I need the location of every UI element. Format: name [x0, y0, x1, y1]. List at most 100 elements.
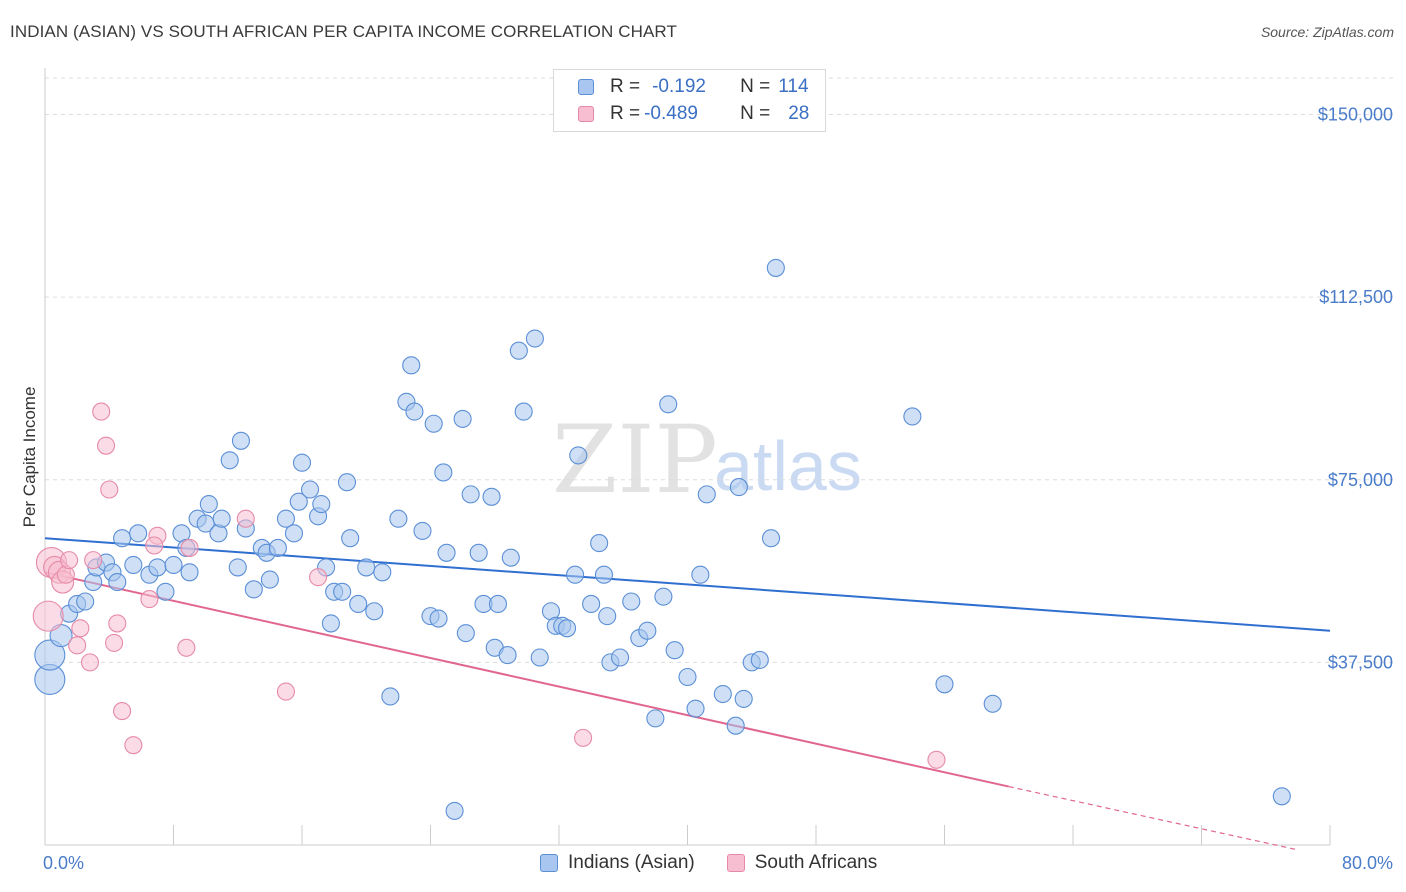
- point-south-africans: [60, 551, 79, 570]
- trend-line-south-africans-extension: [1008, 785, 1299, 851]
- point-indians: [321, 614, 340, 633]
- point-indians: [766, 258, 785, 277]
- point-south-africans: [309, 568, 328, 587]
- point-indians: [590, 534, 609, 553]
- point-indians: [761, 529, 781, 548]
- point-south-africans: [96, 436, 116, 455]
- point-indians: [569, 446, 588, 465]
- point-indians: [582, 594, 601, 613]
- point-indians: [678, 667, 697, 687]
- legend-r-value-indians: -0.192: [652, 76, 706, 97]
- point-indians: [750, 650, 769, 669]
- point-indians: [566, 565, 585, 584]
- point-indians: [292, 453, 312, 472]
- data-points: [32, 258, 1291, 820]
- point-indians: [482, 487, 501, 506]
- point-south-africans: [574, 728, 593, 747]
- series-swatch-indians: [540, 854, 558, 872]
- point-indians: [557, 619, 577, 638]
- series-label-indians: Indians (Asian): [568, 852, 695, 873]
- point-indians: [691, 565, 710, 584]
- y-tick-labels: $37,500 $75,000 $112,500 $150,000: [1318, 105, 1393, 673]
- point-indians: [244, 580, 263, 599]
- point-indians: [488, 594, 508, 613]
- y-axis-label: Per Capita Income: [20, 387, 39, 528]
- point-indians: [337, 473, 357, 492]
- point-indians: [231, 431, 251, 450]
- point-indians: [734, 689, 753, 708]
- point-indians: [445, 801, 464, 820]
- legend-n-label: N =: [740, 76, 771, 97]
- point-south-africans: [105, 633, 124, 652]
- point-indians: [373, 563, 392, 582]
- point-indians: [1272, 787, 1291, 806]
- point-indians: [389, 509, 408, 528]
- point-indians: [333, 582, 352, 601]
- y-tick-label: $112,500: [1319, 287, 1393, 307]
- correlation-legend: R = -0.192 N = 114 R = -0.489 N = 28: [553, 69, 826, 132]
- point-indians: [654, 587, 673, 606]
- point-indians: [209, 524, 228, 543]
- y-tick-label: $150,000: [1318, 105, 1393, 125]
- point-indians: [622, 592, 641, 611]
- legend-r-label: R =: [610, 103, 641, 124]
- point-indians: [461, 485, 480, 504]
- point-indians: [365, 602, 384, 621]
- point-indians: [726, 716, 745, 735]
- point-indians: [284, 524, 304, 543]
- point-indians: [659, 395, 678, 414]
- point-south-africans: [180, 538, 199, 557]
- point-indians: [424, 414, 443, 433]
- point-south-africans: [84, 551, 103, 570]
- point-south-africans: [100, 480, 119, 499]
- point-south-africans: [145, 536, 164, 555]
- point-indians: [453, 409, 472, 428]
- point-indians: [34, 639, 66, 671]
- series-legend-south-africans[interactable]: South Africans: [726, 852, 877, 874]
- legend-r-label: R =: [610, 76, 641, 97]
- point-indians: [164, 555, 183, 575]
- point-south-africans: [236, 509, 255, 528]
- point-indians: [148, 558, 167, 577]
- point-indians: [456, 624, 475, 643]
- point-indians: [610, 648, 630, 667]
- point-indians: [124, 555, 143, 575]
- point-south-africans: [177, 638, 196, 657]
- point-indians: [638, 621, 657, 640]
- point-indians: [713, 684, 732, 704]
- point-south-africans: [68, 636, 87, 655]
- point-indians: [199, 495, 218, 514]
- point-indians: [729, 478, 748, 497]
- series-legend: Indians (Asian) South Africans: [540, 852, 909, 874]
- legend-n-value-indians: 114: [778, 76, 809, 97]
- point-indians: [357, 558, 376, 577]
- point-indians: [156, 582, 175, 601]
- point-indians: [381, 687, 400, 706]
- point-indians: [228, 558, 247, 577]
- y-tick-label: $37,500: [1328, 652, 1393, 672]
- legend-row-indians: R = -0.192 N = 114: [578, 76, 809, 98]
- point-indians: [935, 675, 954, 694]
- point-indians: [268, 538, 287, 557]
- y-tick-label: $75,000: [1328, 470, 1393, 490]
- trend-lines: [44, 537, 1331, 851]
- legend-r-value-south-africans: -0.489: [644, 103, 698, 124]
- point-south-africans: [32, 600, 64, 632]
- chart-title: INDIAN (ASIAN) VS SOUTH AFRICAN PER CAPI…: [10, 22, 677, 41]
- point-indians: [498, 646, 517, 665]
- point-indians: [509, 341, 528, 360]
- point-south-africans: [276, 682, 295, 701]
- series-legend-indians[interactable]: Indians (Asian): [540, 852, 695, 874]
- x-tick-labels: 0.0% 80.0%: [43, 853, 1393, 873]
- point-indians: [525, 329, 544, 348]
- point-indians: [413, 521, 432, 540]
- point-indians: [469, 543, 488, 562]
- point-south-africans: [56, 565, 75, 584]
- point-south-africans: [927, 750, 946, 769]
- grid-lines: [45, 77, 1395, 663]
- point-indians: [180, 563, 199, 582]
- point-indians: [84, 572, 103, 592]
- x-tick-label: 0.0%: [43, 853, 84, 873]
- point-indians: [220, 451, 239, 470]
